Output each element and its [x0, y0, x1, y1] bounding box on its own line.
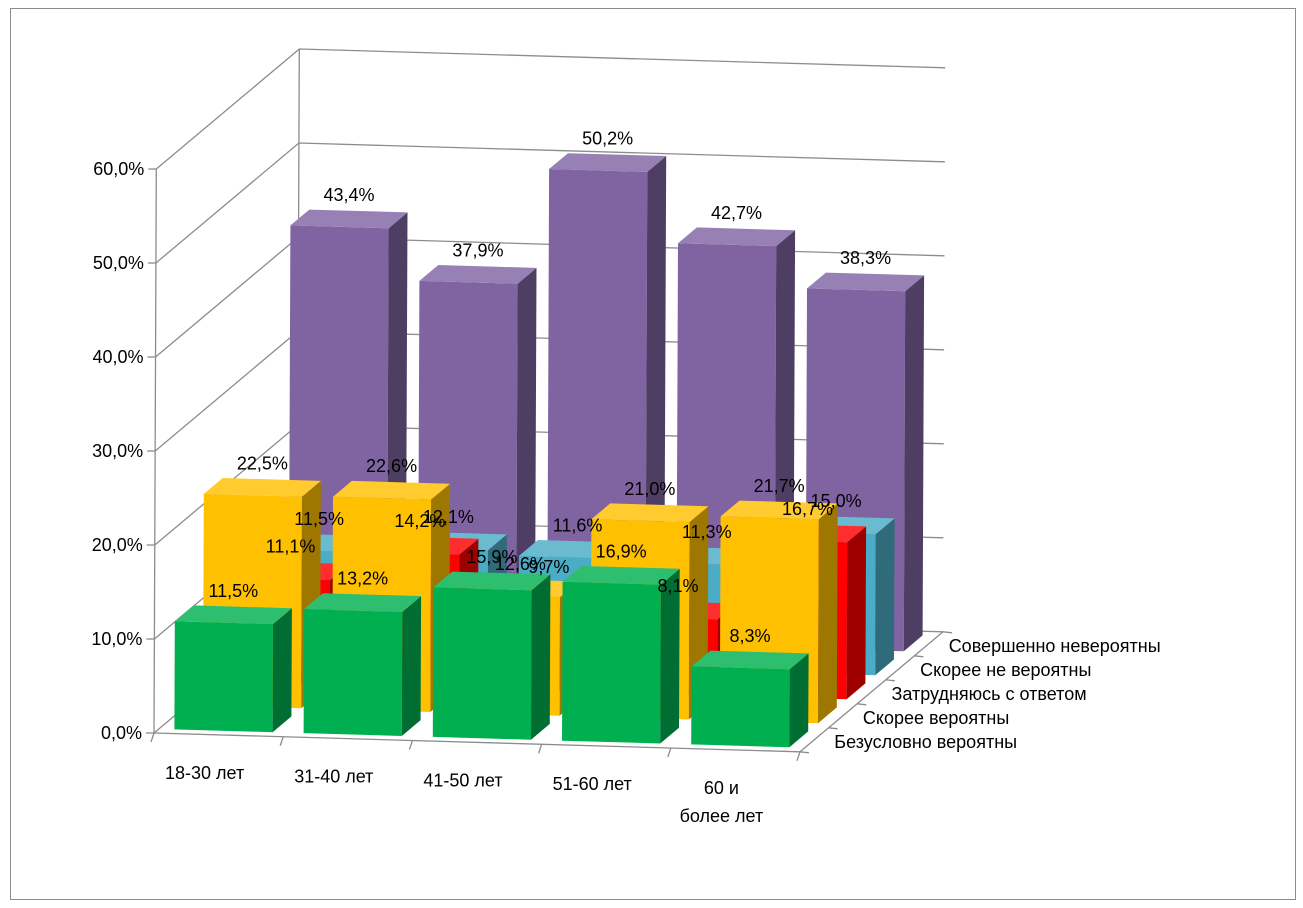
bar-side-face [903, 275, 925, 652]
bar-data-label: 8,1% [657, 576, 698, 596]
bar-top-face [304, 593, 422, 612]
bar [174, 605, 292, 733]
bar-data-label: 15,0% [811, 491, 862, 511]
y-tick-label: 0,0% [101, 723, 142, 743]
bar [303, 593, 422, 736]
chart-frame: 0,0% 10,0% 20,0% 30,0% 40,0% 50,0% 60,0% 18-30 … [10, 8, 1296, 900]
y-tick-label: 20,0% [92, 535, 143, 555]
bar-side-face [789, 653, 809, 748]
x-tick-mark [279, 736, 284, 746]
bars [174, 153, 925, 748]
bar-side-face [401, 596, 422, 736]
depth-tick-mark [799, 751, 810, 754]
gridline [155, 48, 946, 170]
bar-side-face [531, 574, 551, 740]
bar-front-face [432, 587, 532, 740]
depth-tick-mark [942, 631, 953, 634]
bar-data-label: 11,3% [682, 522, 732, 542]
bar-top-face [549, 153, 667, 172]
bar-data-label: 14,2% [394, 511, 445, 531]
bar [562, 566, 680, 744]
bar-data-label: 16,9% [596, 541, 647, 561]
x-tick-mark [667, 747, 672, 758]
bar-data-label: 42,7% [711, 203, 762, 223]
y-tick-label: 60,0% [93, 159, 144, 179]
x-tick-mark [537, 744, 543, 754]
bar-data-label: 11,6% [553, 515, 603, 535]
bar-front-face [174, 621, 273, 733]
x-category-label: более лет [680, 806, 764, 826]
bar-side-face [272, 608, 292, 733]
x-category-label: 60 и [704, 778, 739, 798]
bar-data-label: 9,7% [528, 557, 569, 577]
depth-tick-mark [914, 655, 924, 658]
y-tick-label: 40,0% [92, 347, 143, 367]
bar-data-label: 13,2% [337, 569, 388, 589]
axes [146, 168, 953, 762]
chart-3d-column: 0,0% 10,0% 20,0% 30,0% 40,0% 50,0% 60,0% 18-30 … [91, 48, 1161, 826]
bar-data-label: 8,3% [730, 626, 771, 646]
series-axis-label: Затрудняюсь с ответом [892, 684, 1087, 704]
bar-data-label: 22,5% [237, 453, 288, 473]
bar-front-face [303, 609, 403, 736]
bar-data-label: 11,1% [266, 537, 316, 557]
bar-data-label: 12,1% [423, 507, 474, 527]
bar-side-face [846, 526, 867, 700]
y-tick-label: 50,0% [93, 253, 144, 273]
bar [691, 650, 809, 748]
x-category-label: 31-40 лет [294, 767, 373, 787]
labels: 0,0% 10,0% 20,0% 30,0% 40,0% 50,0% 60,0% 18-30 … [91, 129, 1160, 826]
bar-top-face [203, 478, 321, 497]
depth-tick-mark [857, 703, 867, 706]
bar-top-face [678, 227, 796, 247]
x-tick-mark [796, 751, 801, 762]
bar-top-face [419, 265, 537, 284]
bar-data-label: 21,0% [624, 479, 675, 499]
bar-top-face [591, 503, 709, 523]
bar-side-face [875, 518, 895, 676]
bar-data-label: 22,6% [366, 456, 417, 476]
bar-top-face [720, 500, 838, 520]
bar [432, 571, 551, 740]
bar-data-label: 21,7% [754, 476, 805, 496]
x-axis-line [153, 732, 801, 753]
bar-top-face [333, 480, 451, 500]
bar-data-label: 12,6% [495, 554, 546, 574]
bar-side-face [660, 568, 680, 744]
x-tick-mark [408, 740, 414, 750]
bar-data-label: 11,5% [208, 581, 258, 601]
y-tick-label: 30,0% [92, 441, 143, 461]
y-tick-label: 10,0% [91, 629, 142, 649]
bar-top-face [807, 272, 925, 292]
bar-top-face [691, 650, 809, 670]
bar-data-label: 15,9% [466, 547, 517, 567]
bar-front-face [691, 666, 790, 748]
bar-top-face [433, 571, 551, 591]
series-axis-label: Скорее вероятны [863, 708, 1009, 728]
series-axis-label: Безусловно вероятны [834, 732, 1017, 752]
x-category-label: 18-30 лет [165, 763, 244, 783]
bar-data-label: 16,7% [782, 499, 833, 519]
bar-data-label: 11,5% [294, 509, 344, 529]
x-category-label: 41-50 лет [423, 770, 502, 790]
series-axis-label: Совершенно невероятны [949, 636, 1161, 656]
bar-top-face [290, 209, 408, 229]
x-tick-mark [150, 732, 155, 743]
bar-data-label: 50,2% [582, 129, 633, 149]
bar-top-face [174, 605, 292, 625]
bar-front-face [562, 581, 661, 744]
x-category-label: 51-60 лет [553, 774, 632, 794]
depth-tick-mark [828, 727, 838, 730]
bar-data-label: 38,3% [840, 248, 891, 268]
bar-side-face [818, 503, 838, 724]
bar-data-label: 43,4% [323, 185, 374, 205]
depth-axis-line [799, 631, 944, 753]
bar-top-face [562, 566, 680, 585]
series-axis-label: Скорее не вероятны [920, 660, 1091, 680]
depth-tick-mark [885, 679, 895, 682]
bar-data-label: 37,9% [452, 240, 503, 260]
